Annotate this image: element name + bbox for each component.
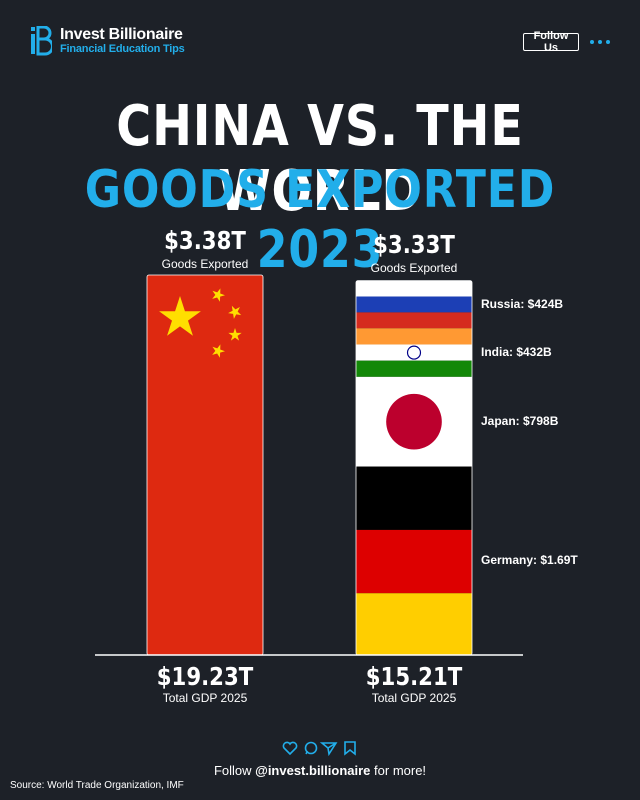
bookmark-icon[interactable] xyxy=(344,741,356,756)
russia-red-band xyxy=(356,312,472,329)
handle-link[interactable]: @invest.billionaire xyxy=(255,763,371,778)
segment-russia xyxy=(356,280,472,329)
segment-label-japan: Japan: $798B xyxy=(481,414,559,428)
russia-white-band xyxy=(356,280,472,297)
title-line-1: CHINA VS. THE WORLD xyxy=(116,94,524,224)
small-star xyxy=(228,305,242,319)
stacked-bar xyxy=(355,280,473,656)
china-gdp-value: $19.23T xyxy=(156,662,254,691)
russia-blue-band xyxy=(356,296,472,313)
segment-india xyxy=(356,328,472,377)
share-icons xyxy=(282,741,356,756)
india-white-band xyxy=(356,344,472,361)
brand-tagline: Financial Education Tips xyxy=(60,42,185,55)
follow-suffix: for more! xyxy=(374,763,427,778)
brand-logo-icon xyxy=(31,26,52,56)
india-green-band xyxy=(356,360,472,377)
big-star xyxy=(159,296,201,336)
source-note: Source: World Trade Organization, IMF xyxy=(10,780,184,791)
segment-label-germany: Germany: $1.69T xyxy=(481,553,578,567)
china-bar xyxy=(146,274,264,656)
germany-gold-band xyxy=(356,593,472,655)
germany-black-band xyxy=(356,466,472,530)
send-icon[interactable] xyxy=(319,742,338,756)
india-saffron-band xyxy=(356,328,472,345)
more-options-icon[interactable] xyxy=(590,34,610,50)
china-exports-sublabel: Goods Exported xyxy=(161,257,249,271)
china-flag-stars xyxy=(159,288,242,358)
follow-line: Follow @invest.billionaire for more! xyxy=(0,763,640,778)
comment-icon[interactable] xyxy=(304,741,318,755)
follow-prefix: Follow xyxy=(213,763,252,778)
group-gdp-sublabel: Total GDP 2025 xyxy=(371,691,457,705)
group-exports-sublabel: Goods Exported xyxy=(370,261,458,275)
group-gdp-value: $15.21T xyxy=(365,662,463,691)
title-line-2: GOODS EXPORTED 2023 xyxy=(84,160,556,280)
china-gdp-sublabel: Total GDP 2025 xyxy=(162,691,248,705)
heart-icon[interactable] xyxy=(282,741,298,756)
small-star xyxy=(212,288,225,302)
segment-label-russia: Russia: $424B xyxy=(481,297,564,311)
small-star xyxy=(228,328,242,341)
segment-germany xyxy=(356,466,472,655)
segment-label-india: India: $432B xyxy=(481,345,552,359)
segment-japan xyxy=(356,376,472,467)
japan-red-disc xyxy=(386,393,442,450)
brand-name: Invest Billionaire xyxy=(60,25,183,43)
small-star xyxy=(212,344,225,358)
germany-red-band xyxy=(356,529,472,594)
china-exports-value: $3.38T xyxy=(164,226,246,255)
brand: Invest Billionaire Financial Education T… xyxy=(30,24,185,58)
group-exports-value: $3.33T xyxy=(373,230,455,259)
india-chakra xyxy=(406,345,422,360)
